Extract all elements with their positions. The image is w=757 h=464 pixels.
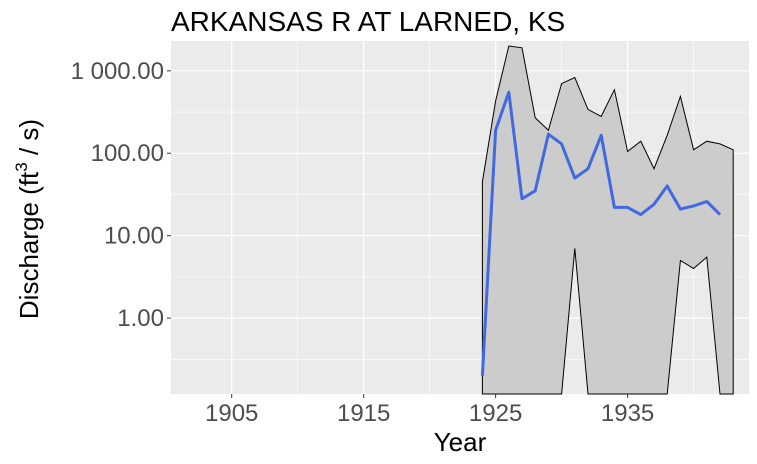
y-tick-label: 100.00 <box>91 140 164 167</box>
x-axis: 1905 1915 1925 1935 <box>205 394 654 427</box>
mean-line <box>480 90 722 376</box>
y-tick-label: 1.00 <box>117 305 164 332</box>
y-axis: 1.00 10.00 100.00 1 000.00 <box>71 58 171 332</box>
confidence-ribbon <box>481 45 734 395</box>
y-tick-label: 1 000.00 <box>71 58 164 85</box>
x-tick-label: 1935 <box>601 400 654 427</box>
y-axis-title: Discharge (ft3 / s) <box>12 119 44 319</box>
x-axis-title: Year <box>434 427 487 457</box>
x-tick-label: 1905 <box>205 400 258 427</box>
chart-title: ARKANSAS R AT LARNED, KS <box>171 6 565 37</box>
x-tick-label: 1925 <box>469 400 522 427</box>
x-tick-label: 1915 <box>337 400 390 427</box>
y-tick-label: 10.00 <box>104 223 164 250</box>
